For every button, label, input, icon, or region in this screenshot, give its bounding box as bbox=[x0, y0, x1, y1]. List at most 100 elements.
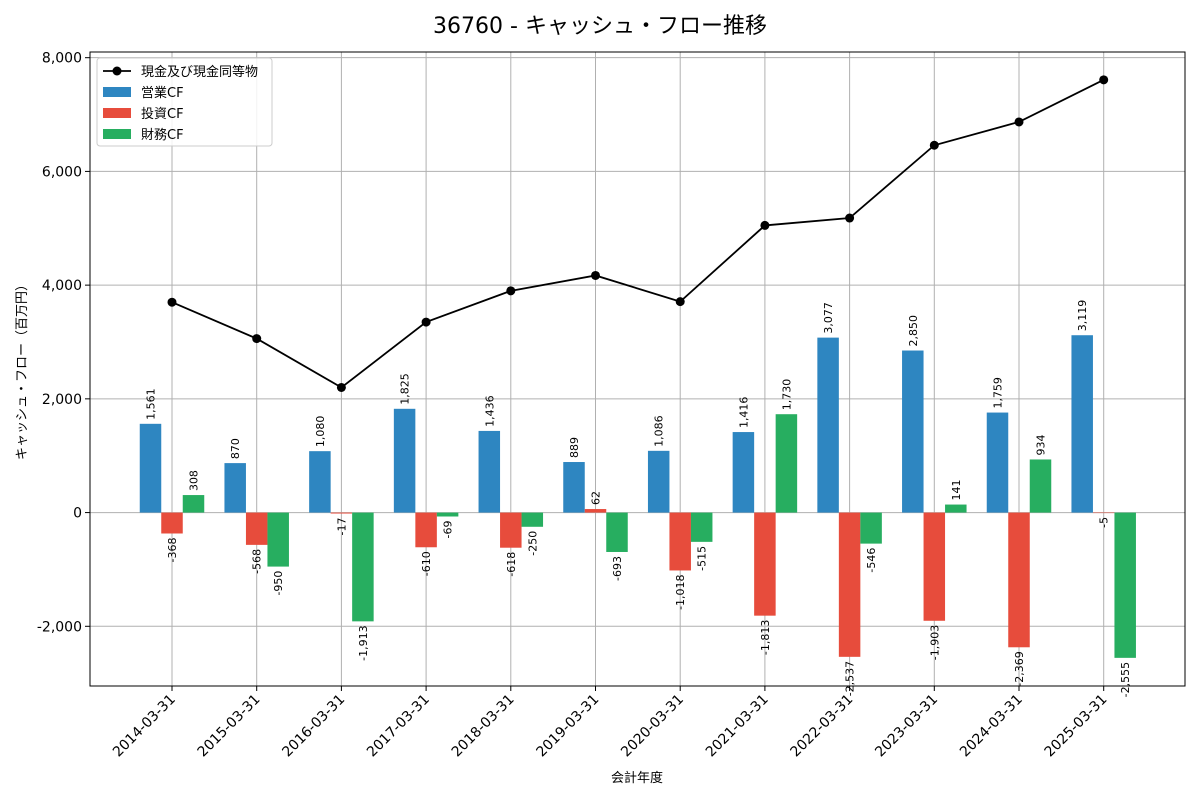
legend-bar-swatch bbox=[103, 87, 131, 97]
x-tick-label: 2016-03-31 bbox=[279, 692, 348, 761]
bar bbox=[161, 512, 183, 534]
bar bbox=[139, 423, 162, 513]
bar bbox=[817, 337, 839, 513]
bar-value-label: 1,436 bbox=[483, 395, 496, 427]
bar-value-label: 1,080 bbox=[314, 416, 327, 448]
bar-value-label: -69 bbox=[442, 520, 455, 538]
bar bbox=[669, 512, 691, 571]
bar-value-label: -950 bbox=[272, 571, 285, 596]
y-tick-label: -2,000 bbox=[37, 619, 82, 635]
y-tick-label: 6,000 bbox=[42, 164, 82, 180]
cash-line bbox=[167, 75, 1109, 392]
line-point bbox=[1014, 117, 1024, 127]
bar-value-label: 2,850 bbox=[907, 315, 920, 347]
line-point bbox=[675, 297, 685, 307]
bar-value-label: 1,825 bbox=[399, 373, 412, 405]
x-tick-label: 2018-03-31 bbox=[449, 692, 518, 761]
x-axis-label: 会計年度 bbox=[611, 770, 663, 786]
bar-value-label: 889 bbox=[568, 437, 581, 458]
bar-value-label: 3,077 bbox=[822, 302, 835, 334]
x-tick-label: 2023-03-31 bbox=[872, 692, 941, 761]
bar bbox=[415, 512, 437, 548]
bar bbox=[732, 432, 755, 513]
bar-value-label: 1,416 bbox=[737, 397, 750, 429]
bar bbox=[838, 512, 861, 657]
line-point bbox=[167, 297, 177, 307]
line-point bbox=[591, 270, 600, 280]
bar-value-label: -250 bbox=[526, 531, 539, 556]
bar bbox=[393, 408, 416, 513]
bar-value-label: -1,813 bbox=[759, 620, 772, 655]
bar bbox=[606, 512, 628, 552]
line-point bbox=[1099, 75, 1109, 85]
legend-label: 財務CF bbox=[141, 128, 184, 143]
bar bbox=[690, 512, 713, 542]
bars bbox=[139, 335, 1136, 658]
bar-value-label: 141 bbox=[950, 480, 963, 501]
bar bbox=[647, 450, 670, 513]
bar-value-label: -368 bbox=[166, 537, 179, 562]
bar-value-label: -1,913 bbox=[357, 625, 370, 660]
bar bbox=[352, 512, 374, 622]
bar-value-label: -568 bbox=[251, 549, 264, 574]
x-tick-label: 2025-03-31 bbox=[1042, 692, 1111, 761]
y-axis: -2,000 0 2,000 4,000 6,000 8,000 bbox=[37, 51, 90, 635]
bar-value-label: -1,018 bbox=[674, 574, 687, 609]
bar-value-label: -2,537 bbox=[844, 661, 857, 696]
line-point bbox=[929, 140, 939, 150]
bar bbox=[224, 463, 246, 513]
bar-value-label: 3,119 bbox=[1076, 300, 1089, 332]
legend-label: 営業CF bbox=[141, 85, 184, 101]
bar-value-label: 870 bbox=[229, 438, 242, 459]
bar bbox=[902, 350, 924, 513]
bar-value-label: -693 bbox=[611, 556, 624, 581]
bar bbox=[436, 512, 459, 517]
bar bbox=[245, 512, 268, 545]
line-point bbox=[760, 220, 770, 230]
legend-bar-swatch bbox=[103, 129, 131, 139]
bar bbox=[945, 504, 967, 513]
bar bbox=[182, 495, 205, 513]
y-tick-label: 0 bbox=[73, 506, 82, 522]
bar bbox=[267, 512, 289, 567]
bar bbox=[1071, 335, 1093, 513]
bar-value-label: 62 bbox=[590, 491, 603, 505]
y-tick-label: 8,000 bbox=[42, 51, 82, 67]
bar bbox=[860, 512, 882, 544]
bar-value-label: -1,903 bbox=[928, 625, 941, 660]
bar bbox=[923, 512, 946, 621]
plot-frame bbox=[89, 51, 1186, 687]
x-tick-label: 2024-03-31 bbox=[957, 692, 1026, 761]
bar-value-label: -17 bbox=[335, 518, 348, 536]
bar bbox=[1008, 512, 1030, 648]
bar-value-label: -2,369 bbox=[1013, 651, 1026, 686]
chart-title: 36760 - キャッシュ・フロー推移 bbox=[433, 14, 767, 39]
bar-value-label: 1,730 bbox=[780, 379, 793, 411]
x-axis: 2014-03-31 2015-03-31 2016-03-31 2017-03-31… bbox=[110, 686, 1111, 760]
x-tick-label: 2017-03-31 bbox=[364, 692, 433, 761]
bar bbox=[309, 451, 331, 513]
bar-value-label: 1,561 bbox=[145, 388, 158, 420]
bar bbox=[478, 430, 501, 513]
y-tick-label: 2,000 bbox=[42, 392, 82, 408]
bar bbox=[754, 512, 776, 616]
legend-marker bbox=[112, 66, 122, 76]
cash-line-path bbox=[171, 79, 1105, 389]
bar bbox=[563, 462, 585, 513]
bar bbox=[500, 512, 522, 548]
x-tick-label: 2020-03-31 bbox=[618, 692, 687, 761]
line-point bbox=[421, 317, 431, 327]
bar-value-label: -546 bbox=[865, 548, 878, 573]
line-point bbox=[252, 334, 262, 344]
bar-value-label: 1,086 bbox=[653, 415, 666, 447]
y-tick-label: 4,000 bbox=[42, 278, 82, 294]
bar bbox=[775, 414, 798, 513]
line-point bbox=[336, 382, 346, 392]
x-tick-label: 2015-03-31 bbox=[195, 692, 264, 761]
bar-value-label: 308 bbox=[188, 470, 201, 491]
bar bbox=[584, 509, 607, 513]
bar-value-label: -2,555 bbox=[1119, 662, 1132, 697]
bar-value-label: -610 bbox=[420, 551, 433, 576]
